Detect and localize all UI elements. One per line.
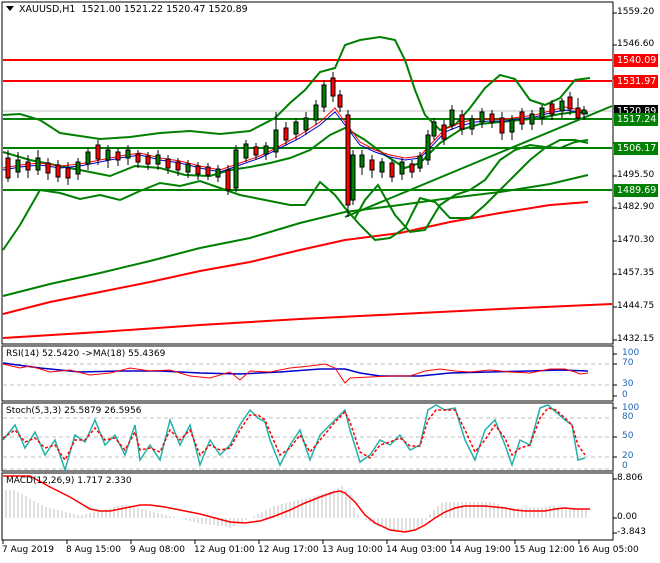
stoch-tick: 50 (622, 431, 634, 441)
price-tick: 1495.50 (617, 170, 655, 180)
time-label: 12 Aug 17:00 (258, 545, 319, 555)
price-tick: 1444.75 (617, 301, 655, 311)
macd-signal-line (3, 475, 590, 533)
rsi-tick: 0 (622, 390, 628, 400)
chart-title: XAUUSD,H1 1521.00 1521.22 1520.47 1520.8… (6, 4, 248, 15)
resistance-tag-1531: 1531.97 (614, 75, 658, 88)
time-label: 15 Aug 12:00 (514, 545, 575, 555)
support-tag-1506: 1506.17 (614, 142, 658, 155)
price-tick: 1432.15 (617, 334, 655, 344)
bollinger-upper (2, 35, 591, 141)
macd-tick: 0.00 (617, 512, 638, 522)
rsi-panel-border (1, 345, 614, 402)
macd-tick: -3.843 (617, 527, 647, 537)
stoch-tick: 100 (622, 403, 640, 413)
rsi-tick: 30 (622, 379, 634, 389)
bollinger-lower (2, 139, 589, 251)
main-panel-border (1, 1, 614, 345)
price-tick: 1470.30 (617, 235, 655, 245)
price-tick: 1559.20 (617, 7, 655, 17)
rsi-tick: 100 (622, 348, 640, 358)
time-label: 12 Aug 01:00 (194, 545, 255, 555)
time-label: 9 Aug 08:00 (130, 545, 185, 555)
stoch-tick: 80 (622, 412, 634, 422)
time-label: 8 Aug 15:00 (66, 545, 121, 555)
stoch-d-line (2, 407, 586, 462)
time-label: 7 Aug 2019 (2, 545, 54, 555)
stoch-tick: 20 (622, 451, 634, 461)
rsi-ma-line (2, 362, 589, 377)
bollinger-band-extra (354, 139, 589, 234)
price-tick: 1457.35 (617, 268, 655, 278)
time-label: 16 Aug 05:00 (578, 545, 639, 555)
price-tick: 1482.90 (617, 202, 655, 212)
time-label: 13 Aug 10:00 (322, 545, 383, 555)
time-label: 14 Aug 19:00 (450, 545, 511, 555)
support-tag-1489: 1489.69 (614, 184, 658, 197)
trendline-lower (344, 105, 613, 218)
macd-panel-border (1, 472, 614, 541)
stoch-title: Stoch(5,3,3) 25.5879 26.5956 (6, 406, 142, 416)
ma-long-red (2, 201, 589, 315)
macd-histogram (5, 486, 587, 532)
rsi-title: RSI(14) 52.5420 ->MA(18) 55.4369 (6, 349, 166, 359)
rsi-line (2, 363, 589, 384)
macd-title: MACD(12,26,9) 1.717 2.330 (6, 476, 132, 486)
price-tick: 1546.60 (617, 39, 655, 49)
ma-very-long (2, 303, 613, 339)
ma-long-green (2, 174, 589, 297)
bollinger-middle (2, 110, 589, 178)
time-label: 14 Aug 03:00 (386, 545, 447, 555)
symbol-label: XAUUSD,H1 (19, 4, 76, 15)
price-candles (5, 72, 587, 217)
support-tag-1517: 1517.24 (614, 113, 658, 126)
rsi-tick: 70 (622, 358, 634, 368)
stoch-tick: 0 (622, 461, 628, 471)
collapse-triangle-icon[interactable] (6, 6, 14, 11)
macd-tick: 8.806 (617, 473, 643, 483)
resistance-tag-1540: 1540.09 (614, 54, 658, 67)
ohlc-values: 1521.00 1521.22 1520.47 1520.89 (81, 4, 248, 15)
